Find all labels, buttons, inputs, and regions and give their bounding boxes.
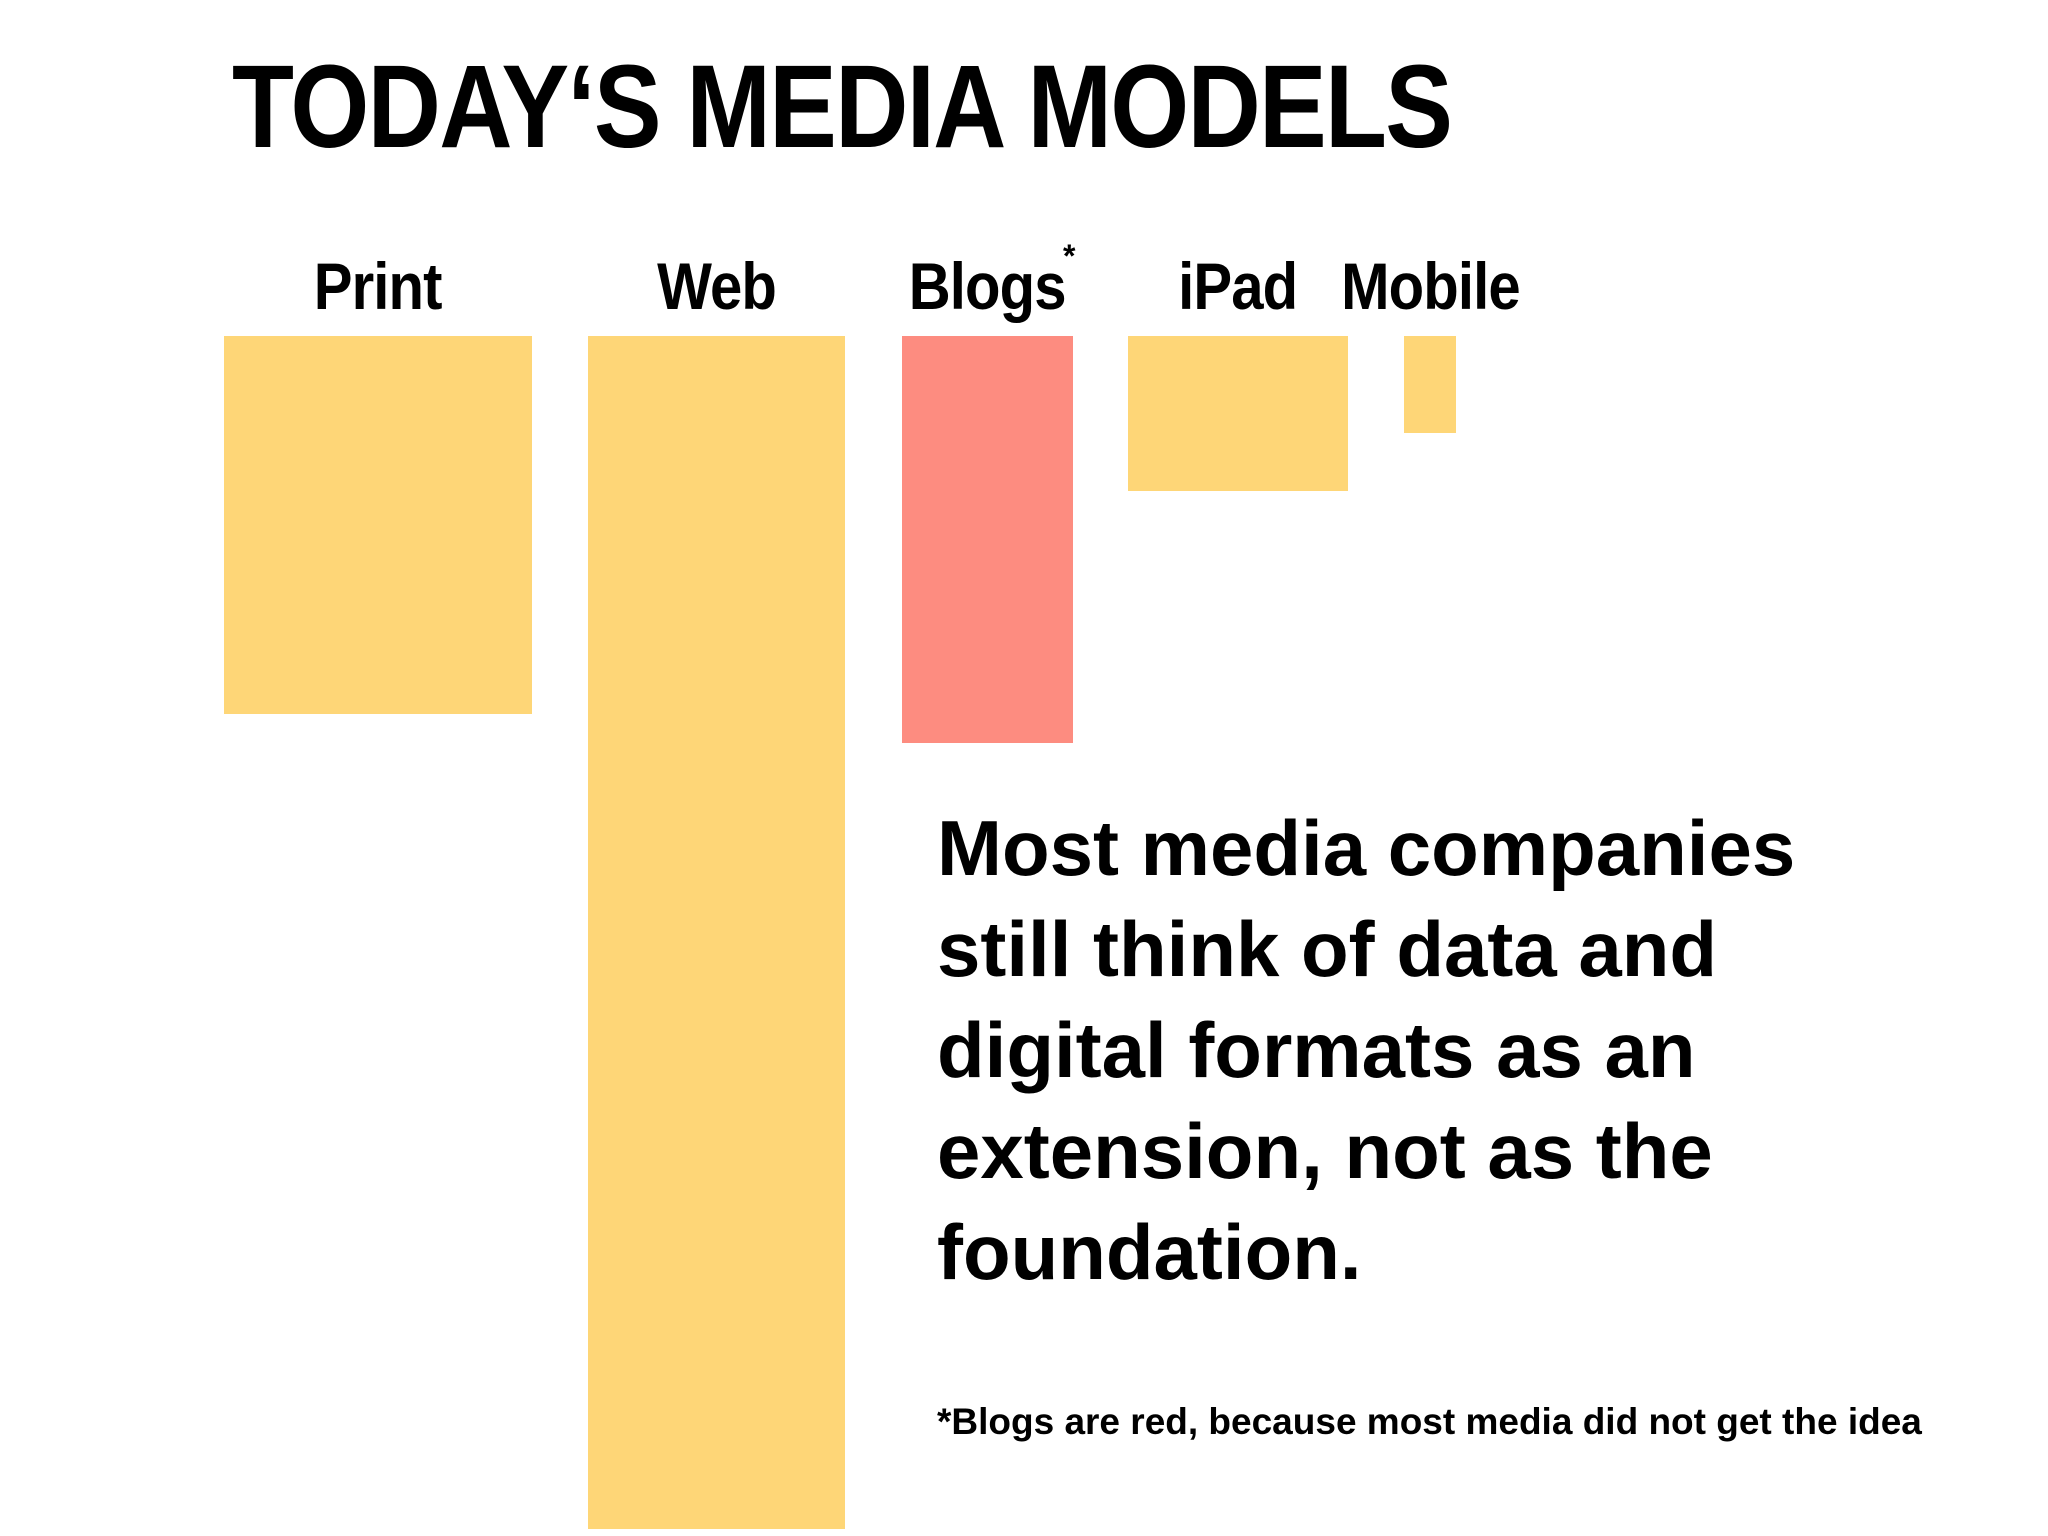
label-text-mobile: Mobile bbox=[1340, 249, 1521, 323]
label-mobile: Mobile bbox=[1341, 246, 1521, 326]
bar-ipad bbox=[1128, 336, 1348, 492]
bar-print bbox=[224, 336, 532, 715]
label-text-ipad: iPad bbox=[1178, 249, 1298, 323]
bar-mobile bbox=[1404, 336, 1456, 433]
bar-blogs bbox=[902, 336, 1073, 744]
statement-text: Most media companies still think of data… bbox=[937, 804, 1796, 1296]
label-blogs: Blogs bbox=[842, 246, 1133, 326]
bar-web bbox=[588, 336, 845, 1530]
slide-title: TODAY‘S MEDIA MODELS bbox=[232, 41, 1453, 173]
label-web: Web bbox=[528, 246, 905, 326]
label-print: Print bbox=[164, 246, 592, 326]
label-text-print: Print bbox=[314, 249, 443, 323]
footnote-text: *Blogs are red, because most media did n… bbox=[937, 1401, 1922, 1442]
blogs-asterisk: * bbox=[1063, 238, 1076, 274]
label-text-blogs: Blogs bbox=[909, 249, 1067, 323]
label-ipad: iPad bbox=[1068, 246, 1408, 326]
label-text-web: Web bbox=[657, 249, 777, 323]
